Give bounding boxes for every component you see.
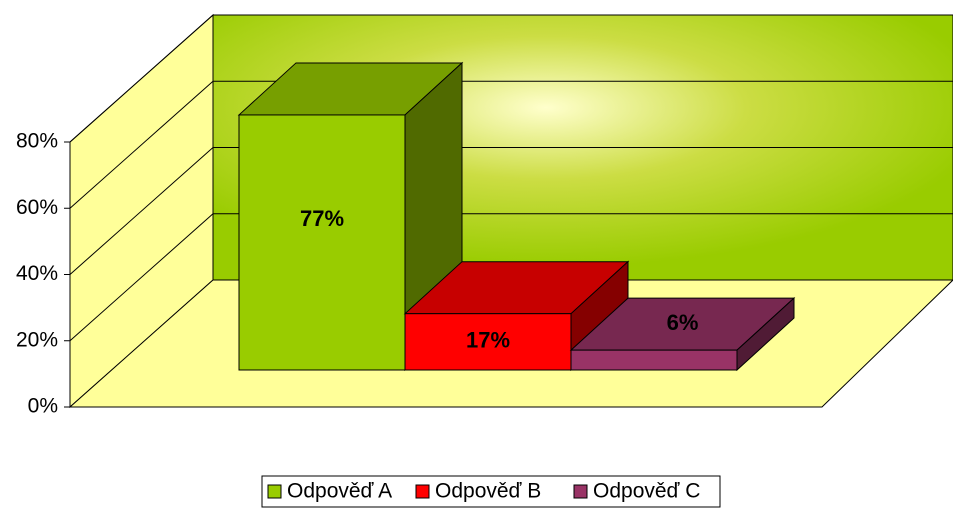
value-label: 77%: [300, 206, 344, 231]
bar: [238, 114, 406, 371]
y-tick-label: 60%: [16, 196, 58, 219]
grid-line: [69, 147, 214, 275]
legend-label: Odpověď B: [435, 480, 541, 503]
legend-box: [261, 475, 721, 508]
bar: [404, 313, 572, 371]
bar: [570, 349, 738, 371]
legend-swatch: [267, 484, 282, 499]
value-label: 17%: [466, 328, 510, 353]
grid-line: [69, 80, 214, 209]
y-tick-label: 80%: [16, 130, 58, 153]
y-tick-label: 40%: [16, 262, 58, 285]
y-tick-label: 20%: [16, 328, 58, 351]
legend-swatch: [415, 484, 430, 499]
legend-label: Odpověď C: [593, 480, 700, 503]
legend-swatch: [573, 484, 588, 499]
legend-label: Odpověď A: [287, 480, 392, 503]
grid-line: [69, 213, 214, 342]
grid-line: [69, 14, 214, 143]
value-label: 6%: [667, 310, 699, 335]
y-tick-label: 0%: [28, 395, 58, 418]
